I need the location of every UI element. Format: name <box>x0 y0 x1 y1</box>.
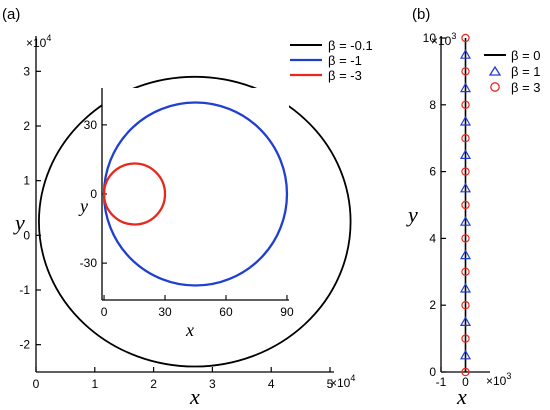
panel-b-y-tick-label: 6 <box>429 165 436 179</box>
series-beta3-marker <box>461 267 470 276</box>
series-beta3-marker <box>461 67 470 76</box>
series-beta1-marker <box>459 215 472 226</box>
panel-a-y-multiplier: ×104 <box>26 33 51 50</box>
inset-x-label: x <box>185 320 194 340</box>
series-beta1-marker <box>459 349 472 360</box>
series-beta1-marker <box>459 249 472 260</box>
series-beta3-marker <box>461 234 470 243</box>
panel-b-y-tick-label: 0 <box>429 365 436 379</box>
inset-y-tick-label: 0 <box>90 187 97 201</box>
legend-b-label-2: β = 3 <box>511 80 541 95</box>
inset-x-tick-label: 60 <box>219 305 233 319</box>
panel-b-y-ticks: 0 2 4 6 8 10 <box>423 31 446 379</box>
panel-b-x-tick-label: -1 <box>436 375 447 389</box>
panel-a-y-tick-label: 3 <box>23 64 30 78</box>
panel-a-x-tick-label: 1 <box>91 377 98 391</box>
panel-b-y-tick-label: 10 <box>423 31 437 45</box>
panel-a-axes <box>35 36 334 373</box>
series-beta3-marker <box>461 301 470 310</box>
panel-b-x-tick-label: 0 <box>462 375 469 389</box>
inset-y-ticks: -30 0 30 <box>80 118 107 270</box>
panel-b-y-tick-label: 8 <box>429 98 436 112</box>
series-beta3-marker <box>461 100 470 110</box>
inset-x-tick-label: 30 <box>158 305 172 319</box>
panel-a-y-ticks: -2 -1 0 1 2 3 <box>19 64 41 352</box>
panel-label-b: (b) <box>412 6 430 23</box>
panel-a-y-tick-label: 0 <box>23 228 30 242</box>
panel-a-legend: β = -0.1 β = -1 β = -3 <box>290 38 373 83</box>
inset-background <box>102 88 289 300</box>
series-beta3-marker <box>461 167 470 176</box>
legend-b-label-0: β = 0 <box>511 48 541 63</box>
panel-a-x-tick-label: 3 <box>209 377 216 391</box>
inset-x-ticks: 0 30 60 90 <box>101 295 294 319</box>
series-beta3-marker <box>461 200 470 210</box>
panel-a-x-tick-label: 0 <box>33 377 40 391</box>
series-beta1-marker <box>459 316 472 326</box>
panel-a-y-tick-label: 2 <box>23 119 30 133</box>
panel-b-y-tick-label: 4 <box>429 231 436 245</box>
legend-b-circle-marker <box>490 82 500 92</box>
inset-plot <box>101 88 289 301</box>
legend-b-triangle-marker <box>488 65 502 76</box>
panel-a-y-tick-label: -1 <box>19 283 30 297</box>
panel-a-x-ticks: 0 1 2 3 4 5 <box>33 367 334 391</box>
series-beta3-marker <box>461 33 470 43</box>
panel-a-x-tick-label: 4 <box>268 377 275 391</box>
panel-a-x-multiplier: ×104 <box>330 373 355 390</box>
inset-y-tick-label: -30 <box>80 256 98 270</box>
series-beta1-marker <box>459 149 472 159</box>
legend-a-label-0: β = -0.1 <box>328 38 373 53</box>
series-beta3-marker <box>461 367 470 377</box>
panel-a-y-tick-label: -2 <box>19 338 30 352</box>
panel-b-x-label: x <box>456 384 467 409</box>
legend-a-label-2: β = -3 <box>328 68 362 83</box>
series-beta1-marker <box>459 282 472 293</box>
series-beta-neg3-circle <box>102 162 167 226</box>
panel-b-y-label: y <box>406 202 418 227</box>
panel-a-x-tick-label: 5 <box>327 377 334 391</box>
panel-b-y-tick-label: 2 <box>429 298 436 312</box>
inset-x-tick-label: 0 <box>101 305 108 319</box>
panel-a-y-tick-label: 1 <box>23 174 30 188</box>
panel-b-y-multiplier: ×103 <box>431 31 456 48</box>
panel-b-x-multiplier: ×103 <box>486 371 511 388</box>
inset-y-label: y <box>78 196 88 216</box>
series-beta1-marker <box>459 182 472 193</box>
series-beta3-marker <box>461 133 470 143</box>
panel-a-y-label: y <box>13 210 25 235</box>
legend-b-label-1: β = 1 <box>511 64 541 79</box>
inset-y-tick-label: 30 <box>84 118 98 132</box>
series-beta1-marker <box>459 115 472 126</box>
legend-a-label-1: β = -1 <box>328 53 362 68</box>
panel-a-x-label: x <box>189 384 200 409</box>
inset-x-tick-label: 90 <box>280 305 294 319</box>
series-beta1-marker <box>459 48 472 59</box>
series-beta1-marker <box>459 82 472 93</box>
panel-b-legend: β = 0 β = 1 β = 3 <box>484 48 541 95</box>
panel-a-x-tick-label: 2 <box>150 377 157 391</box>
panel-b-markers <box>459 33 472 377</box>
panel-label-a: (a) <box>2 6 20 23</box>
series-beta3-marker <box>461 334 470 343</box>
series-beta-neg0.1-circle <box>38 75 352 368</box>
